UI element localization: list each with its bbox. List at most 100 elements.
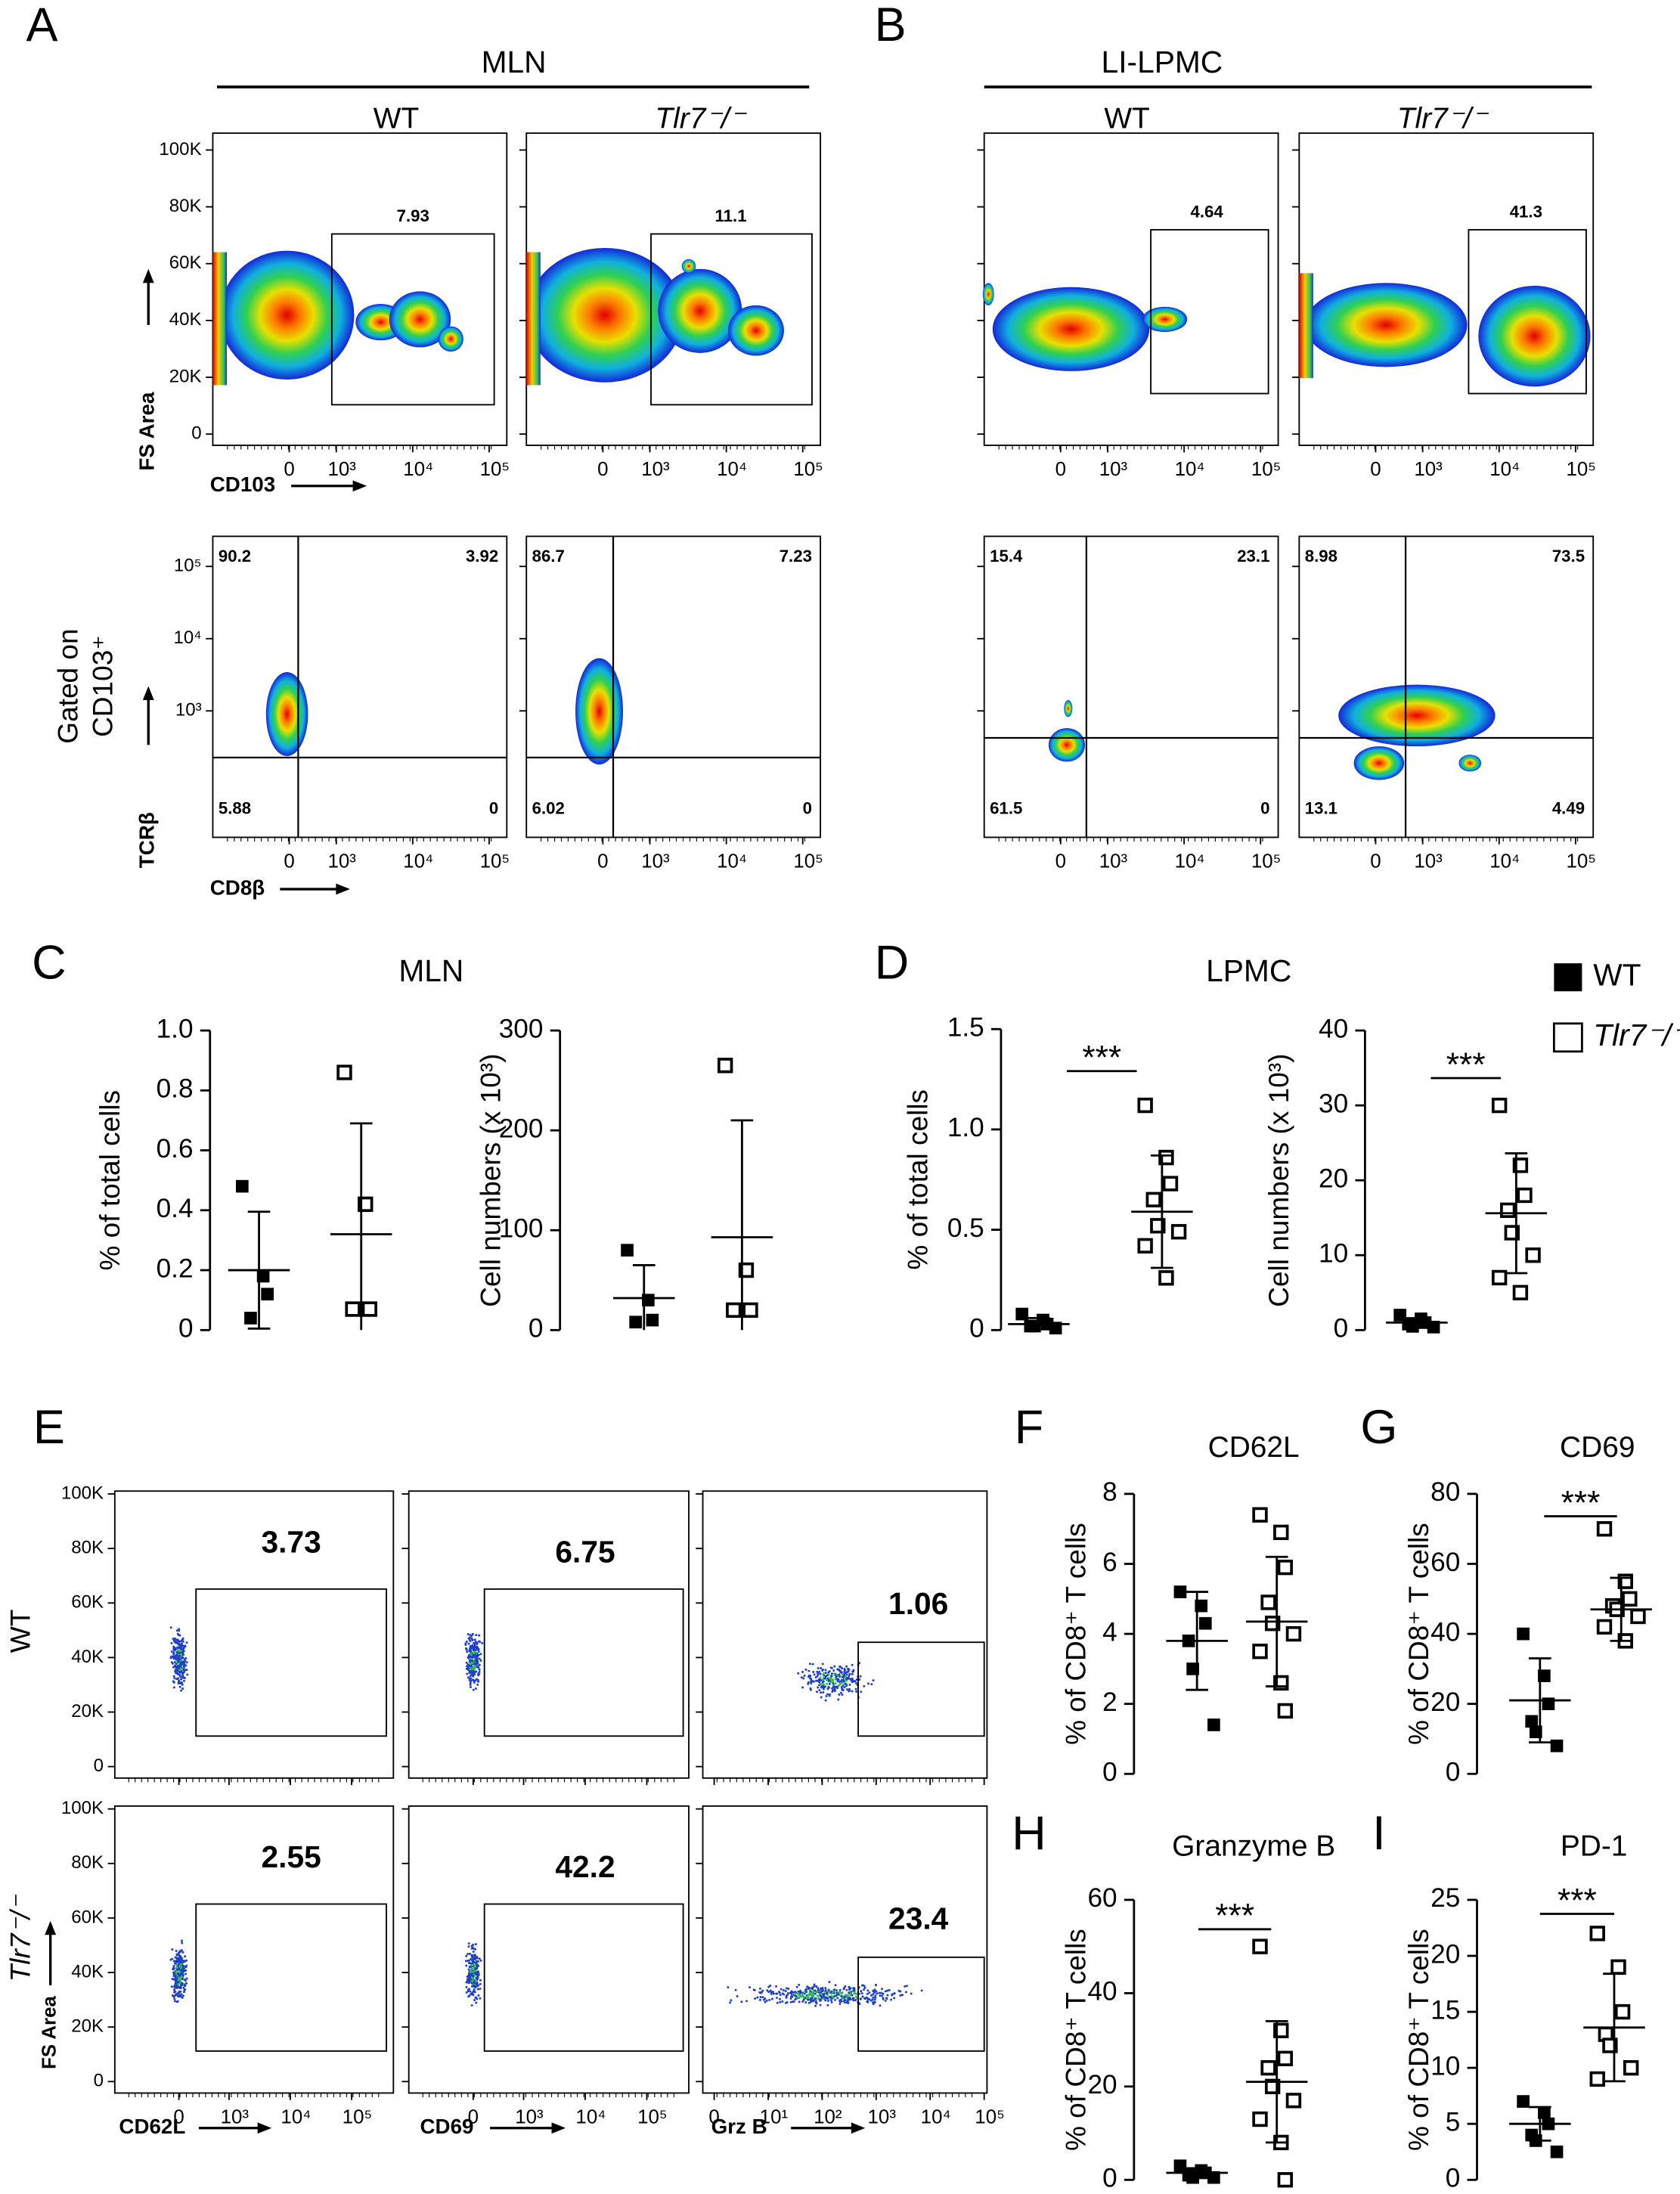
event-dot (847, 2001, 850, 2004)
event-dot (847, 1994, 850, 1997)
event-dot (821, 1987, 824, 1990)
density-edge (212, 252, 227, 386)
dot-point (1158, 1270, 1174, 1286)
density-blob (575, 658, 623, 765)
event-dot (474, 1641, 477, 1644)
event-dot (879, 1994, 882, 1997)
event-dot (468, 1959, 470, 1962)
event-dot (828, 1991, 831, 1994)
event-dot (826, 1992, 829, 1995)
event-dot (729, 2001, 732, 2004)
y-tick-label: 60K (169, 253, 202, 273)
event-dot (833, 1988, 836, 1991)
event-dot (479, 1959, 482, 1962)
event-dot (467, 1995, 470, 1998)
event-dot (807, 1682, 810, 1685)
dot-point (1137, 1238, 1153, 1254)
event-dot (808, 1677, 811, 1680)
event-dot (830, 1675, 833, 1678)
event-dot (899, 1994, 902, 1997)
axis-label: FS Area (135, 392, 159, 470)
event-dot (893, 1997, 896, 2000)
axis-label: Grz B (711, 2115, 767, 2138)
event-dot (829, 1666, 832, 1669)
dot-point (1622, 1591, 1638, 1607)
event-dot (863, 1684, 866, 1687)
event-dot (184, 1959, 188, 1962)
gate-value: 41.3 (1510, 203, 1542, 222)
event-dot (170, 1985, 173, 1988)
event-dot (473, 1672, 476, 1675)
y-tick-label: 60 (1088, 1883, 1117, 1913)
x-tick-label: 0 (173, 2107, 184, 2128)
row-label: WT (4, 1610, 36, 1653)
event-dot (179, 1678, 182, 1681)
dot-point (261, 1288, 274, 1301)
event-dot (177, 1639, 180, 1642)
event-dot (822, 1997, 825, 2000)
event-dot (886, 1989, 889, 1992)
dot-point (1252, 1644, 1268, 1659)
event-dot (478, 1957, 481, 1960)
event-dot (809, 1991, 812, 1994)
event-dot (822, 1672, 825, 1675)
event-dot (784, 1989, 787, 1992)
event-dot (473, 1982, 476, 1985)
event-dot (841, 1693, 844, 1696)
event-dot (849, 1678, 852, 1681)
event-dot (176, 2000, 179, 2003)
event-dot (836, 1687, 838, 1690)
event-dot (177, 1673, 180, 1676)
event-dot (172, 1646, 175, 1649)
event-dot (467, 1637, 470, 1640)
event-dot (830, 2000, 833, 2003)
y-tick-label: 200 (499, 1114, 544, 1143)
event-dot (476, 1648, 479, 1651)
dot-point (1277, 1559, 1294, 1576)
y-tick-label: 40 (1430, 1617, 1460, 1647)
event-dot (175, 1950, 178, 1952)
x-tick-label: 10³ (1099, 851, 1128, 872)
event-dot (177, 1991, 180, 1994)
event-dot (820, 1686, 823, 1689)
event-dot (470, 1982, 473, 1985)
y-tick-label: 60K (71, 1907, 104, 1927)
event-dot (840, 2000, 843, 2003)
event-dot (843, 1669, 846, 1672)
event-dot (821, 1669, 824, 1671)
event-dot (776, 2001, 779, 2004)
event-dot (181, 1941, 184, 1945)
event-dot (840, 1992, 843, 1995)
event-dot (185, 1977, 188, 1980)
event-dot (812, 1670, 815, 1673)
event-dot (838, 1669, 841, 1672)
event-dot (474, 1655, 477, 1658)
event-dot (817, 1667, 820, 1670)
event-dot (185, 1982, 188, 1985)
event-dot (476, 1957, 479, 1960)
y-tick-label: 100 (499, 1214, 544, 1244)
y-tick-label: 30 (1319, 1089, 1348, 1118)
x-tick-label: 10⁵ (637, 2107, 668, 2128)
event-dot (882, 1992, 885, 1995)
event-dot (473, 1663, 476, 1666)
event-dot (819, 1998, 822, 2001)
dot-point (726, 1302, 742, 1319)
arrow-head (257, 2122, 272, 2134)
x-tick-label: 10⁴ (1175, 459, 1205, 480)
event-dot (478, 1663, 481, 1666)
y-tick-label: 40 (1319, 1014, 1348, 1043)
event-dot (179, 1966, 181, 1969)
event-dot (472, 1943, 475, 1946)
event-dot (854, 1681, 857, 1684)
event-dot (471, 1979, 474, 1982)
event-dot (863, 1997, 866, 2000)
event-dot (863, 1985, 866, 1988)
error-bar (1028, 1316, 1050, 1331)
event-dot (767, 1985, 770, 1988)
event-dot (836, 1997, 839, 2000)
event-dot (820, 1988, 823, 1991)
y-tick-label: 0.4 (157, 1194, 194, 1223)
axis-label: CD8β (210, 875, 265, 899)
event-dot (879, 1991, 882, 1994)
